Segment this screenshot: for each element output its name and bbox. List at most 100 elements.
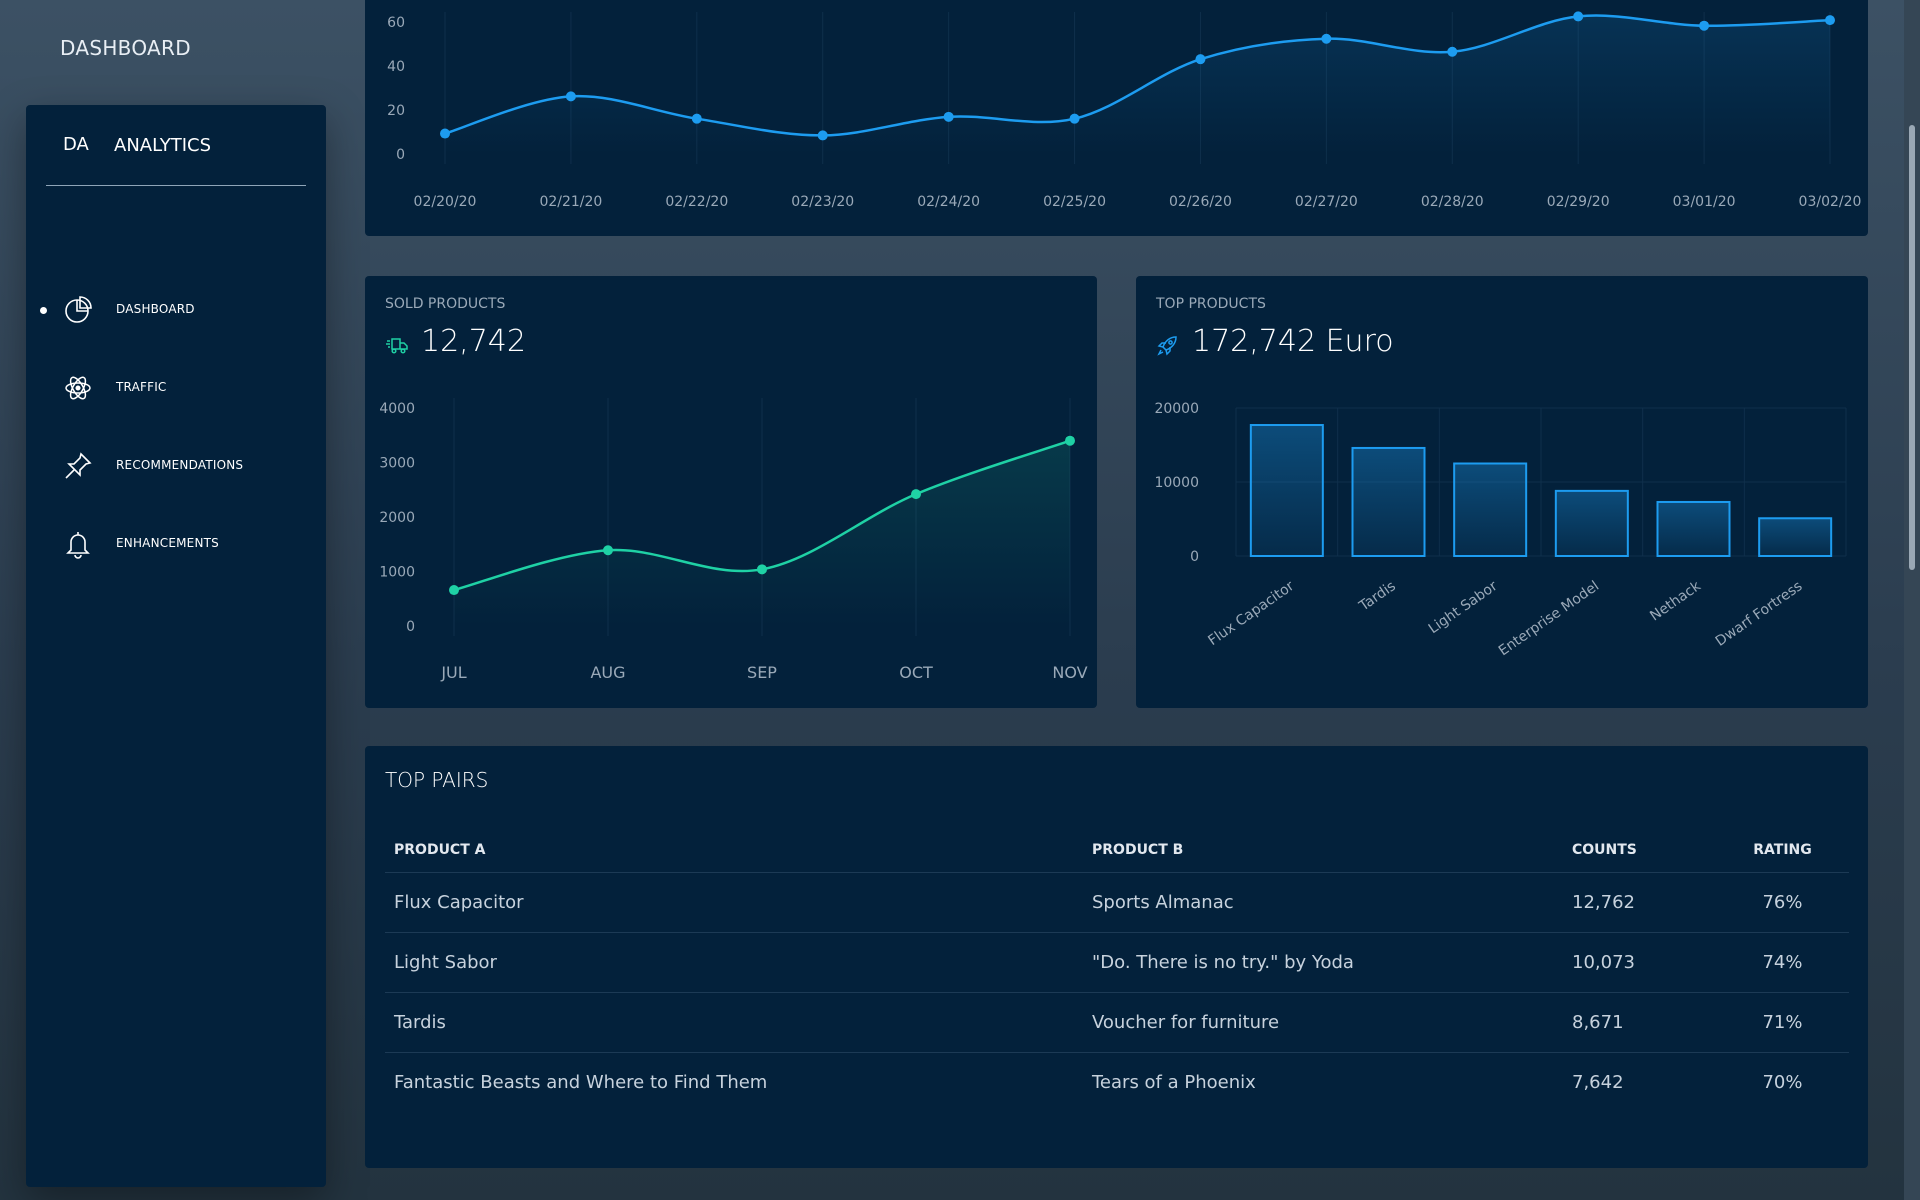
column-header-counts: COUNTS xyxy=(1563,828,1716,873)
atom-icon xyxy=(62,372,94,404)
pin-icon xyxy=(62,450,94,482)
y-tick-label: 60 xyxy=(387,15,405,31)
y-tick-label: 4000 xyxy=(379,401,415,417)
y-tick-label: 2000 xyxy=(379,510,415,526)
sidebar-item-recommendations[interactable]: RECOMMENDATIONS xyxy=(26,446,326,486)
x-tick-label: NOV xyxy=(1052,663,1087,682)
x-tick-label: JUL xyxy=(440,663,466,682)
counts-cell: 10,073 xyxy=(1563,932,1716,993)
y-tick-label: 1000 xyxy=(379,565,415,581)
pie-chart-icon xyxy=(62,294,94,326)
sidebar: DA ANALYTICS DASHBOARD TRAFFIC RECOMMEND… xyxy=(26,105,326,1187)
data-point xyxy=(911,489,921,500)
sidebar-item-label: TRAFFIC xyxy=(116,380,167,394)
column-header-product-a: PRODUCT A xyxy=(385,828,1083,873)
table-row[interactable]: Light Sabor "Do. There is no try." by Yo… xyxy=(385,932,1849,993)
product-b-cell: "Do. There is no try." by Yoda xyxy=(1083,932,1563,993)
x-tick-label: Nethack xyxy=(1647,578,1704,625)
y-tick-label: 40 xyxy=(387,59,405,75)
product-a-cell: Tardis xyxy=(385,992,1083,1053)
sidebar-item-label: ENHANCEMENTS xyxy=(116,536,219,550)
data-point xyxy=(449,585,459,596)
performance-line-chart[interactable]: 0 20 40 60 02/20/20 02/21/20 02/22/20 02/23/20 0… xyxy=(365,0,1868,236)
counts-cell: 12,762 xyxy=(1563,872,1716,933)
x-tick-label: OCT xyxy=(899,663,933,682)
logo-text[interactable]: ANALYTICS xyxy=(114,135,212,156)
x-tick-label: 02/28/20 xyxy=(1421,194,1484,210)
sold-products-value: 12,742 xyxy=(421,324,526,359)
top-products-value: 172,742 Euro xyxy=(1192,324,1394,359)
bar xyxy=(1758,517,1833,557)
sold-products-line-chart[interactable]: 0 1000 2000 3000 4000 JUL AUG SEP OCT NOV xyxy=(365,276,1097,708)
rating-cell: 70% xyxy=(1762,1072,1803,1093)
x-tick-label: Flux Capacitor xyxy=(1205,578,1297,649)
logo-mini[interactable]: DA xyxy=(63,134,89,155)
x-tick-label: 03/01/20 xyxy=(1673,194,1736,210)
product-b-cell: Sports Almanac xyxy=(1083,872,1563,933)
counts-cell: 7,642 xyxy=(1572,1072,1624,1093)
top-products-card: TOP PRODUCTS 172,742 Euro 0 10000 20000 Flu… xyxy=(1136,276,1868,708)
x-tick-label: 02/20/20 xyxy=(414,194,477,210)
product-b-cell: Voucher for furniture xyxy=(1083,992,1563,1053)
rating-cell: 74% xyxy=(1716,932,1849,993)
bar xyxy=(1554,489,1629,558)
top-pairs-card: TOP PAIRS PRODUCT A PRODUCT B COUNTS RAT… xyxy=(365,746,1868,1168)
table-row[interactable]: Flux Capacitor Sports Almanac 12,762 76% xyxy=(385,872,1849,933)
product-b-cell: Tears of a Phoenix xyxy=(1092,1072,1256,1093)
table-header-row: PRODUCT A PRODUCT B COUNTS RATING xyxy=(385,828,1849,873)
x-tick-label: 02/21/20 xyxy=(539,194,602,210)
data-point xyxy=(1825,15,1835,26)
data-point xyxy=(1321,33,1332,44)
product-a-cell: Fantastic Beasts and Where to Find Them xyxy=(394,1072,768,1093)
sidebar-item-enhancements[interactable]: ENHANCEMENTS xyxy=(26,524,326,564)
series-line xyxy=(444,14,1831,137)
series-area xyxy=(454,440,1070,626)
data-point xyxy=(565,91,576,102)
data-point xyxy=(757,564,767,575)
x-tick-label: Enterprise Model xyxy=(1496,578,1602,659)
x-tick-label: Dwarf Fortress xyxy=(1713,578,1806,650)
performance-chart-card: 0 20 40 60 02/20/20 02/21/20 02/22/20 02/23/20 0… xyxy=(365,0,1868,236)
navbar-brand[interactable]: DASHBOARD xyxy=(60,36,191,60)
data-point xyxy=(1447,46,1458,57)
x-tick-label: 02/25/20 xyxy=(1043,194,1106,210)
card-title: 12,742 xyxy=(385,324,526,359)
active-indicator xyxy=(40,307,47,314)
sidebar-logo[interactable]: DA ANALYTICS xyxy=(46,105,306,186)
x-tick-label: 02/27/20 xyxy=(1295,194,1358,210)
bar xyxy=(1351,446,1426,558)
x-tick-label: 02/26/20 xyxy=(1169,194,1232,210)
data-point xyxy=(1065,435,1075,446)
sidebar-item-dashboard[interactable]: DASHBOARD xyxy=(26,290,326,330)
data-point xyxy=(691,113,702,124)
table-row[interactable]: Tardis Voucher for furniture 8,671 71% xyxy=(385,992,1849,1053)
y-tick-label: 0 xyxy=(1190,549,1199,565)
y-tick-label: 20000 xyxy=(1154,401,1199,417)
delivery-truck-icon xyxy=(385,330,409,354)
bar xyxy=(1453,462,1528,557)
x-tick-label: SEP xyxy=(747,663,777,682)
x-tick-label: 02/22/20 xyxy=(665,194,728,210)
x-tick-label: 02/23/20 xyxy=(791,194,854,210)
x-tick-label: Tardis xyxy=(1356,578,1399,615)
bar xyxy=(1249,424,1324,557)
scrollbar-thumb[interactable] xyxy=(1909,125,1915,570)
table-row[interactable]: Fantastic Beasts and Where to Find Them … xyxy=(385,1053,1849,1113)
y-tick-label: 0 xyxy=(396,147,405,163)
card-category: SOLD PRODUCTS xyxy=(385,296,506,312)
data-point xyxy=(1195,54,1206,65)
sidebar-item-traffic[interactable]: TRAFFIC xyxy=(26,368,326,408)
card-category: TOP PRODUCTS xyxy=(1156,296,1266,312)
sidebar-item-label: DASHBOARD xyxy=(116,302,195,316)
sold-products-card: SOLD PRODUCTS 12,742 0 1000 2000 3000 4000 JU… xyxy=(365,276,1097,708)
card-title: 172,742 Euro xyxy=(1156,324,1394,359)
bell-icon xyxy=(62,528,94,560)
rating-cell: 76% xyxy=(1716,872,1849,933)
data-point xyxy=(440,128,450,139)
top-products-bar-chart[interactable]: 0 10000 20000 Flux Capacitor Tardis Light Sab… xyxy=(1136,276,1868,708)
page-scrollbar[interactable] xyxy=(1904,0,1920,1200)
bar xyxy=(1656,500,1731,557)
product-a-cell: Flux Capacitor xyxy=(385,872,1083,933)
y-tick-label: 3000 xyxy=(379,456,415,472)
column-header-rating: RATING xyxy=(1716,828,1849,873)
